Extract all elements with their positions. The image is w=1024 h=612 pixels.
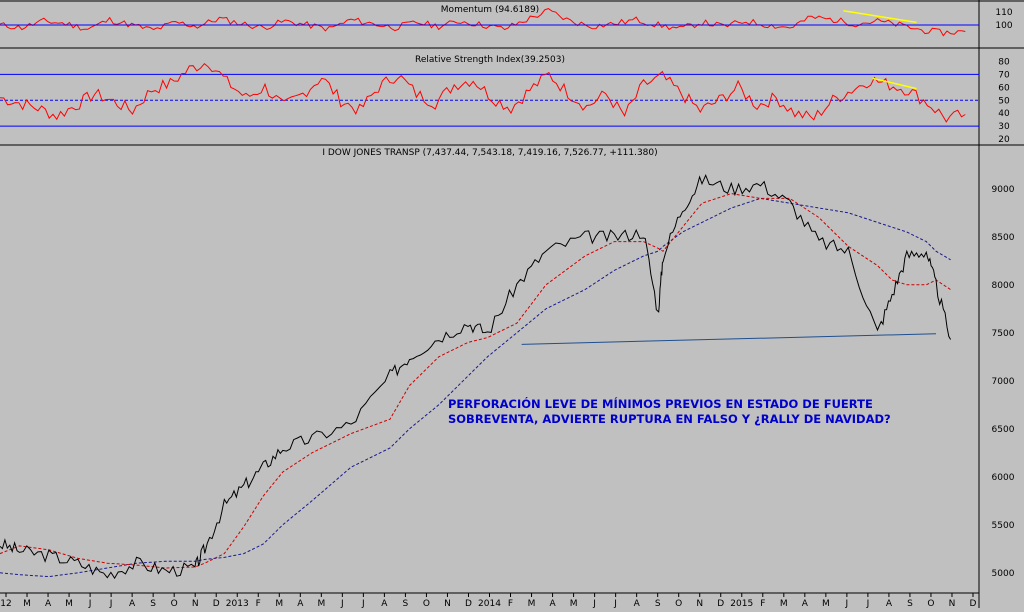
time-axis-tick-label: J — [88, 599, 92, 608]
momentum-series-line — [0, 8, 966, 37]
long-moving-average-line — [0, 197, 951, 578]
time-axis-ticks: 12 M A M J J A S O N D 2013 F M A M J J A S O N D 2014 F M A M J J A S O… — [0, 593, 977, 609]
time-axis-tick-label: 12 — [0, 599, 11, 608]
price-y-tick-label: 6500 — [992, 425, 1015, 435]
time-axis-tick-label: M — [528, 599, 536, 608]
time-axis-tick-label: M — [23, 599, 31, 608]
time-axis-tick-label: D — [213, 599, 220, 608]
time-axis-tick-label: O — [423, 599, 430, 608]
time-axis-tick-label: A — [886, 599, 893, 608]
time-axis-tick-label: M — [822, 599, 830, 608]
rsi-y-tick-label: 30 — [998, 122, 1010, 132]
time-axis-tick-label: S — [403, 599, 409, 608]
price-y-tick-label: 8000 — [992, 281, 1015, 291]
price-y-tick-label: 7000 — [992, 377, 1015, 387]
momentum-y-tick-label: 110 — [995, 8, 1012, 18]
time-axis-tick-label: M — [570, 599, 578, 608]
time-axis-tick-label: M — [275, 599, 283, 608]
time-axis-tick-label: A — [297, 599, 304, 608]
annotation-line-1: PERFORACIÓN LEVE DE MÍNIMOS PREVIOS EN E… — [448, 396, 873, 411]
momentum-title: Momentum (94.6189) — [441, 5, 539, 15]
time-axis-tick-label: A — [634, 599, 641, 608]
price-series-line — [0, 173, 952, 580]
time-axis-tick-label: 2015 — [730, 599, 753, 608]
rsi-panel: Relative Strength Index(39.2503) 80 70 60 5… — [0, 55, 1024, 146]
time-axis-tick-label: S — [907, 599, 913, 608]
price-y-tick-label: 5000 — [992, 569, 1015, 579]
time-axis-tick-label: J — [361, 599, 365, 608]
time-axis-tick-label: M — [780, 599, 788, 608]
price-panel: I DOW JONES TRANSP (7,437.44, 7,543.18, … — [0, 148, 1015, 580]
time-axis: 12 M A M J J A S O N D 2013 F M A M J J A S O N D 2014 F M A M J J A S O… — [0, 592, 979, 609]
rsi-level-lines — [0, 73, 979, 127]
rsi-y-tick-label: 20 — [998, 135, 1010, 145]
price-y-tick-label: 7500 — [992, 329, 1015, 339]
time-axis-tick-label: N — [192, 599, 199, 608]
price-title: I DOW JONES TRANSP (7,437.44, 7,543.18, … — [322, 148, 657, 158]
time-axis-tick-label: 2013 — [226, 599, 249, 608]
annotation-line-2: SOBREVENTA, ADVIERTE RUPTURA EN FALSO Y … — [448, 412, 891, 426]
price-y-tick-label: 9000 — [992, 185, 1015, 195]
time-axis-tick-label: O — [927, 599, 934, 608]
support-trend-line — [521, 333, 937, 345]
rsi-y-tick-label: 70 — [998, 70, 1010, 80]
price-y-tick-label: 5500 — [992, 521, 1015, 531]
rsi-y-tick-label: 40 — [998, 109, 1010, 119]
time-axis-tick-label: M — [65, 599, 73, 608]
time-axis-tick-label: N — [444, 599, 451, 608]
time-axis-tick-label: A — [381, 599, 388, 608]
time-axis-tick-label: F — [760, 599, 765, 608]
time-axis-tick-label: J — [109, 599, 113, 608]
rsi-y-axis: 80 70 60 50 40 30 20 — [998, 57, 1010, 145]
time-axis-tick-label: D — [465, 599, 472, 608]
rsi-y-tick-label: 50 — [998, 96, 1010, 106]
time-axis-tick-label: F — [256, 599, 261, 608]
time-axis-tick-label: A — [129, 599, 136, 608]
time-axis-tick-label: D — [970, 599, 977, 608]
time-axis-tick-label: M — [317, 599, 325, 608]
rsi-divergence-line — [872, 77, 917, 90]
rsi-y-tick-label: 80 — [998, 57, 1010, 67]
time-axis-tick-label: S — [655, 599, 661, 608]
time-axis-tick-label: J — [592, 599, 596, 608]
price-y-tick-label: 6000 — [992, 473, 1015, 483]
time-axis-tick-label: J — [340, 599, 344, 608]
rsi-y-tick-label: 60 — [998, 83, 1010, 93]
rsi-title: Relative Strength Index(39.2503) — [415, 55, 565, 65]
time-axis-tick-label: F — [508, 599, 513, 608]
momentum-divergence-line — [843, 10, 917, 24]
time-axis-tick-label: J — [866, 599, 870, 608]
time-axis-tick-label: O — [675, 599, 682, 608]
time-axis-tick-label: A — [45, 599, 52, 608]
time-axis-tick-label: A — [549, 599, 556, 608]
short-moving-average-line — [0, 193, 951, 569]
time-axis-tick-label: 2014 — [478, 599, 501, 608]
momentum-y-tick-label: 100 — [995, 21, 1012, 31]
time-axis-tick-label: J — [845, 599, 849, 608]
rsi-series-line — [0, 63, 966, 123]
time-axis-tick-label: J — [613, 599, 617, 608]
time-axis-tick-label: N — [949, 599, 956, 608]
price-y-tick-label: 8500 — [992, 233, 1015, 243]
time-axis-tick-label: A — [802, 599, 809, 608]
time-axis-tick-label: O — [171, 599, 178, 608]
time-axis-tick-label: N — [696, 599, 703, 608]
time-axis-tick-label: D — [717, 599, 724, 608]
price-y-axis: 9000 8500 8000 7500 7000 6500 6000 5500 5000 — [992, 185, 1015, 579]
time-axis-tick-label: S — [150, 599, 156, 608]
